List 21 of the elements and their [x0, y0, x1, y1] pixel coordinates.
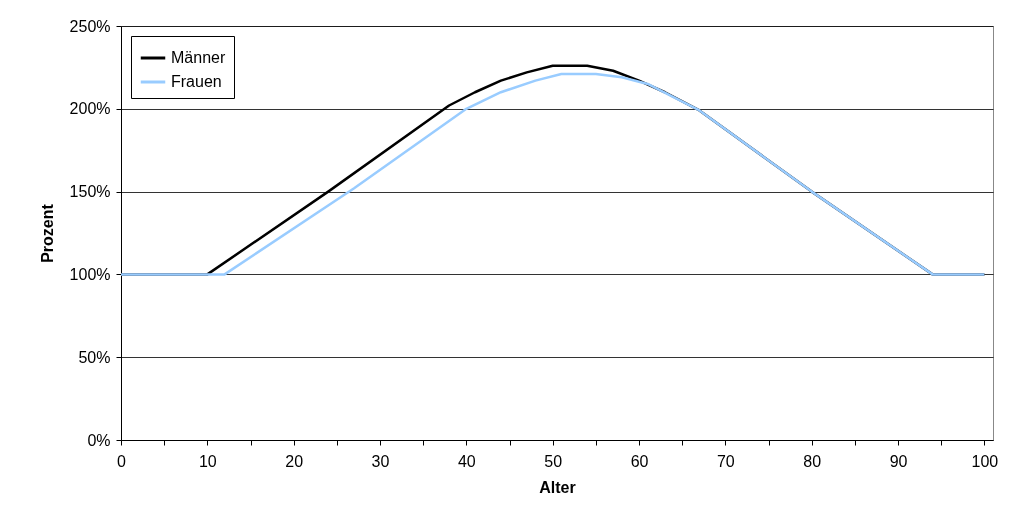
x-tick-label: 30 [371, 452, 390, 470]
legend-label: Frauen [171, 73, 222, 90]
x-tick-label: 90 [889, 452, 908, 470]
x-tick-label: 0 [117, 452, 127, 470]
x-tick-label: 80 [803, 452, 822, 470]
y-tick-label: 150% [69, 183, 111, 201]
y-tick-label: 200% [69, 100, 111, 118]
x-tick-label: 40 [457, 452, 476, 470]
legend-label: Männer [171, 49, 226, 66]
x-tick-label: 70 [716, 452, 735, 470]
x-axis-title: Alter [539, 478, 576, 496]
y-tick-label: 250% [69, 17, 111, 35]
y-tick-label: 100% [69, 265, 111, 283]
x-tick-label: 10 [198, 452, 217, 470]
y-axis-title: Prozent [38, 203, 56, 263]
x-tick-label: 100 [971, 452, 999, 470]
x-tick-label: 50 [544, 452, 563, 470]
y-tick-label: 0% [87, 431, 111, 449]
x-tick-label: 20 [285, 452, 304, 470]
y-tick-label: 50% [78, 348, 111, 366]
x-tick-label: 60 [630, 452, 649, 470]
